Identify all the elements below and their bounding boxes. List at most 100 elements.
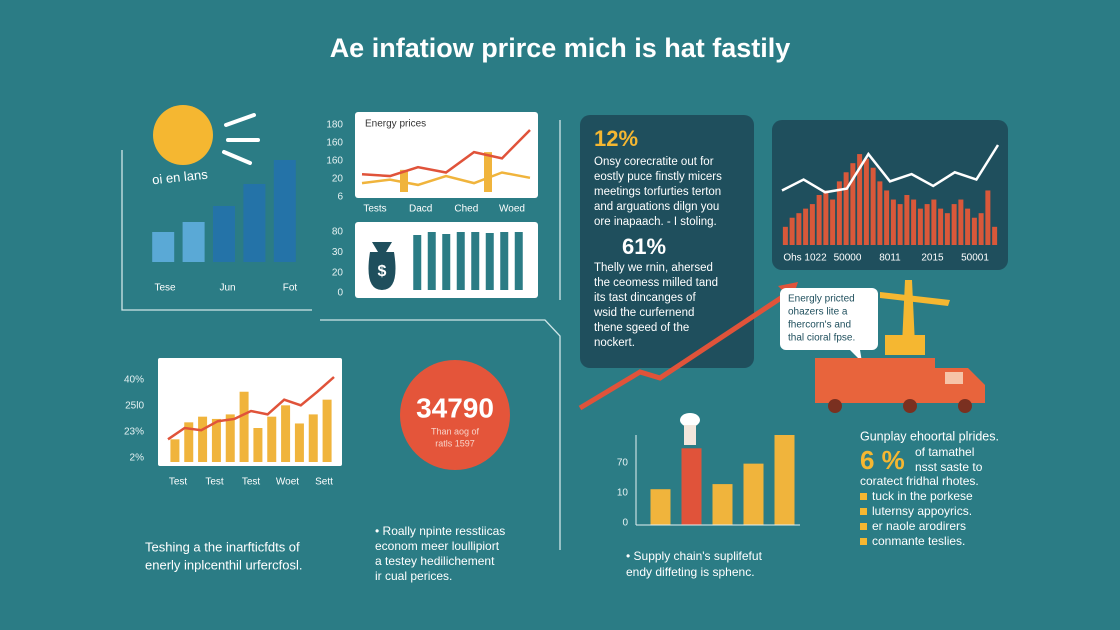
caption: endy diffeting is sphenc.	[626, 565, 755, 579]
circle-text: ratls 1597	[435, 438, 475, 448]
connector	[121, 150, 312, 311]
bar	[944, 213, 950, 245]
line-series	[361, 171, 531, 187]
card-text: wsid the curfernend	[593, 307, 694, 319]
x-tick-label: Test	[169, 477, 188, 488]
bar	[500, 232, 509, 290]
card-text: thene sgeed of the	[594, 322, 689, 334]
bar	[931, 199, 937, 245]
wheel	[903, 399, 917, 413]
bullet-text: tuck in the porkese	[872, 489, 973, 503]
bubble-text: fhercorn's and	[788, 320, 851, 331]
line-series	[781, 144, 1000, 194]
bar	[843, 172, 849, 245]
crane-base	[885, 335, 925, 355]
y-tick-label: 20	[332, 174, 344, 185]
card-text: ore inapaach. - I stoling.	[594, 216, 717, 228]
card-text: and arguations dilgn you	[594, 201, 719, 213]
line-series	[167, 376, 335, 441]
bar	[743, 463, 764, 525]
bar	[796, 213, 802, 245]
stat: 61%	[622, 234, 666, 259]
bar	[951, 204, 957, 245]
x-tick-label: Test	[242, 477, 261, 488]
money-bag: $	[368, 242, 396, 290]
bar	[253, 428, 263, 462]
x-tick-label: 2015	[921, 253, 944, 264]
bar	[809, 204, 815, 245]
y-tick-label: 10	[617, 488, 629, 499]
bag	[368, 252, 396, 290]
wheel	[828, 399, 842, 413]
bar	[978, 213, 984, 245]
bullet-text: er naole arodirers	[872, 519, 966, 533]
x-tick-label: Tese	[154, 283, 176, 294]
bar	[281, 405, 291, 462]
dark-chart-card	[772, 120, 1008, 270]
x-tick-label: Ched	[454, 204, 478, 215]
y-tick-label: 160	[326, 156, 343, 167]
y-tick-label: 70	[617, 458, 629, 469]
x-tick-label: 50000	[834, 253, 862, 264]
bar	[884, 190, 890, 245]
y-tick-label: 20	[332, 267, 344, 278]
bar	[400, 169, 408, 192]
card-text: Thelly we rnin, ahersed	[594, 262, 713, 274]
bar	[485, 233, 494, 290]
bar	[857, 154, 863, 245]
circle-value: 34790	[416, 392, 494, 423]
bar	[182, 222, 205, 262]
bar	[322, 399, 332, 462]
bar	[213, 206, 235, 262]
y-tick-label: 0	[337, 288, 343, 299]
heading: Gunplay ehoortal plrides.	[860, 429, 999, 443]
card-text: its tast dincanges of	[594, 292, 696, 304]
bullet-text: luternsy appoyrics.	[872, 504, 972, 518]
crane-arm	[880, 292, 950, 306]
bar	[911, 199, 917, 245]
bullet	[860, 508, 867, 515]
bar	[211, 418, 221, 462]
bar	[823, 190, 829, 245]
bar	[789, 217, 795, 245]
caption: a testey hedilichement	[375, 554, 495, 568]
connector	[320, 319, 561, 550]
caption: enerly inplcenthil urfercfosl.	[145, 557, 303, 572]
bar	[863, 158, 869, 245]
y-tick-label: 80	[332, 227, 344, 238]
bar	[836, 181, 842, 245]
bar	[938, 208, 944, 245]
caption: • Roally npinte resstiicas	[375, 524, 505, 538]
bar	[152, 232, 175, 262]
bar	[471, 232, 480, 290]
bullet-text: conmante teslies.	[872, 534, 965, 548]
hat	[680, 413, 700, 427]
bar	[294, 423, 304, 462]
bar	[267, 416, 277, 462]
bar	[992, 226, 998, 245]
bar	[870, 167, 876, 245]
y-tick-label: 160	[326, 138, 343, 149]
card-text: nockert.	[594, 337, 635, 349]
chart-label: oi en lans	[151, 167, 208, 188]
bar	[484, 152, 492, 192]
y-tick-label: 30	[332, 247, 344, 258]
bar	[890, 199, 896, 245]
body-text: nsst saste to	[915, 460, 983, 474]
bar	[184, 422, 194, 462]
x-tick-label: Jun	[219, 283, 235, 294]
container	[815, 358, 935, 403]
caption: • Supply chain's suplifefut	[626, 549, 763, 563]
bar	[774, 435, 795, 525]
bar	[985, 190, 991, 245]
dollar-sign: $	[378, 263, 387, 280]
bar	[712, 484, 733, 525]
y-tick-label: 23%	[124, 427, 144, 438]
body-text: of tamathel	[915, 445, 974, 459]
trend-arrow	[578, 289, 792, 411]
bullet	[860, 538, 867, 545]
bar	[170, 439, 180, 462]
bar	[782, 226, 788, 245]
caption: econom meer loullipiort	[375, 539, 500, 553]
